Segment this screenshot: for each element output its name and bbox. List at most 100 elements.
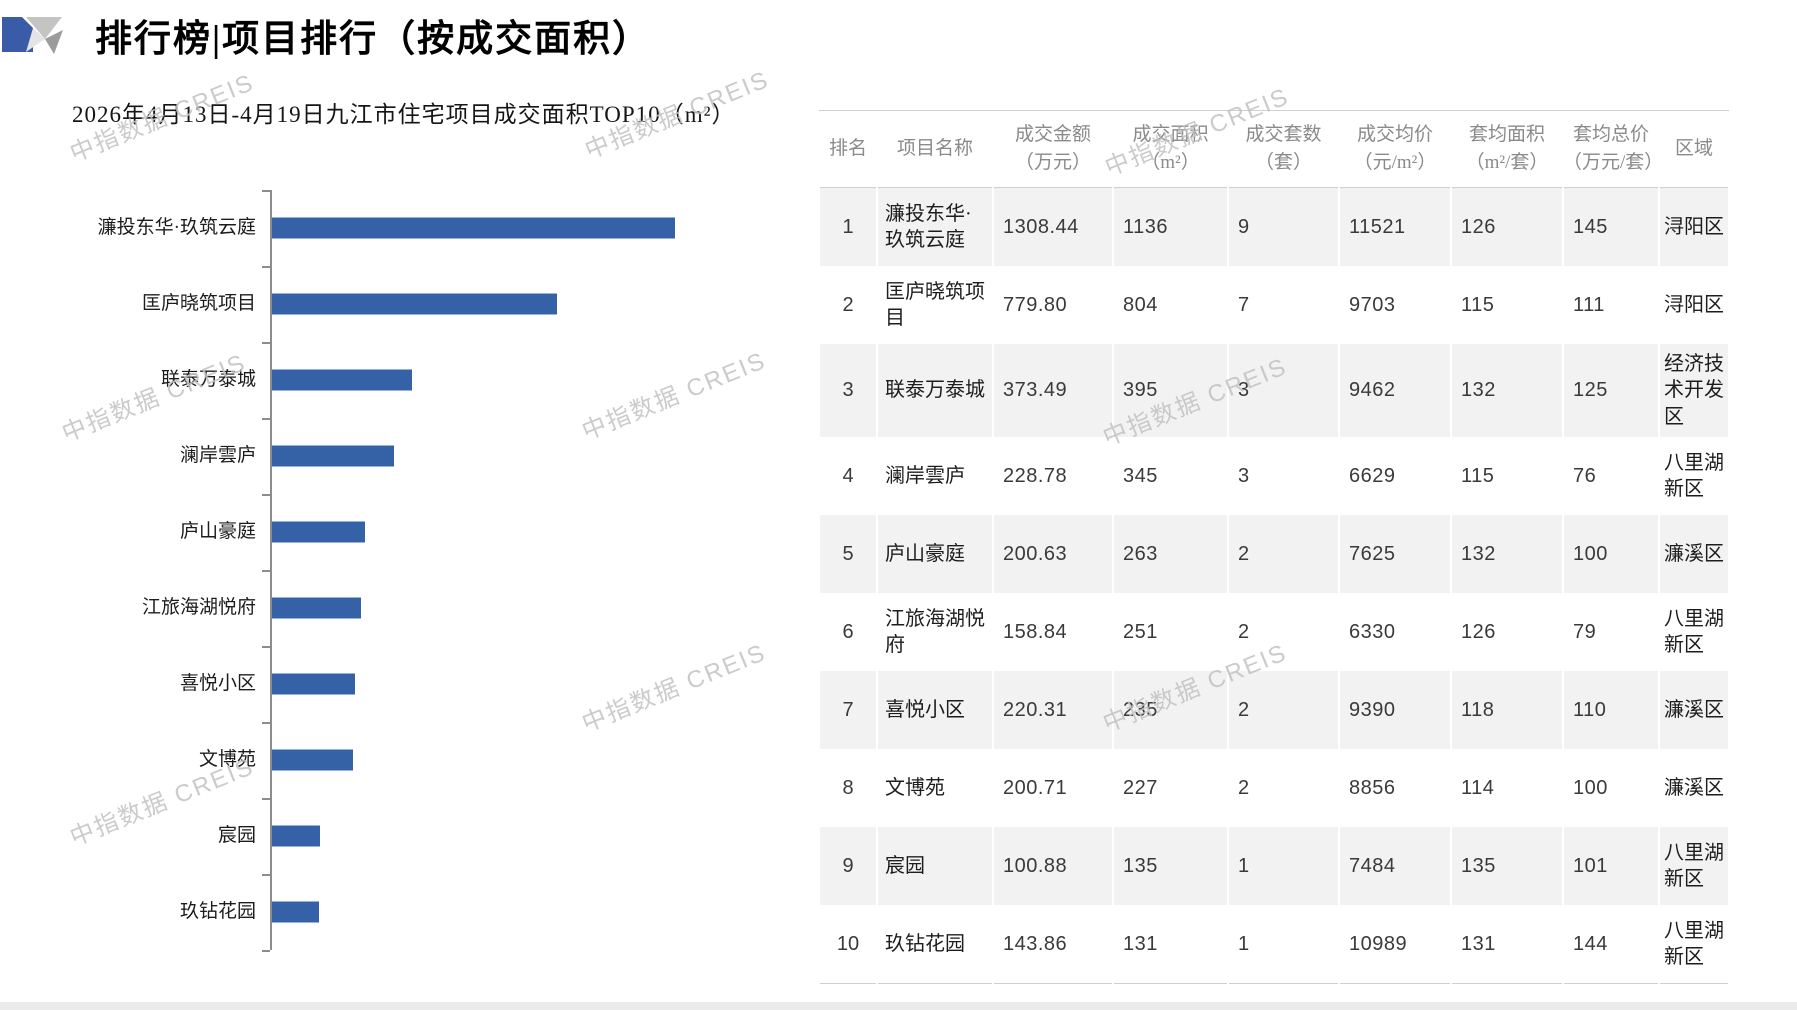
col-header-units: 成交套数 （套）: [1228, 110, 1339, 188]
chart-category-row: 匡庐晓筑项目: [78, 266, 698, 342]
avg-price-cell: 6330: [1338, 593, 1452, 672]
category-label: 江旅海湖悦府: [141, 597, 256, 618]
avg-total-cell: 111: [1562, 266, 1660, 344]
category-label: 濂投东华·玖筑云庭: [97, 217, 256, 238]
plot-area: [270, 798, 698, 874]
district-cell: 八里湖新区: [1658, 827, 1730, 906]
amount-cell: 373.49: [992, 344, 1114, 438]
chart-category-row: 文博苑: [78, 722, 698, 798]
units-cell: 9: [1227, 187, 1340, 266]
plot-area: [270, 722, 698, 798]
table-row: 3 联泰万泰城 373.49 395 3 9462 132 125 经济技术开发…: [818, 344, 1730, 438]
avg-total-cell: 76: [1562, 437, 1660, 516]
avg-area-cell: 132: [1450, 344, 1564, 438]
category-label: 庐山豪庭: [179, 521, 256, 542]
avg-total-cell: 100: [1562, 515, 1660, 594]
avg-price-cell: 10989: [1338, 905, 1452, 984]
avg-total-cell: 110: [1562, 671, 1660, 750]
units-cell: 2: [1227, 593, 1340, 672]
units-cell: 3: [1227, 437, 1340, 516]
district-cell: 八里湖新区: [1658, 437, 1730, 516]
project-name-cell: 喜悦小区: [876, 671, 994, 750]
chart-rows: 濂投东华·玖筑云庭 匡庐晓筑项目 联泰万泰城 澜岸雲庐 庐山豪庭 江旅海湖悦府 …: [78, 190, 698, 950]
axis-tick: [262, 494, 270, 496]
chart-category-row: 澜岸雲庐: [78, 418, 698, 494]
bottom-strip: [0, 1002, 1797, 1010]
avg-area-cell: 118: [1450, 671, 1564, 750]
axis-tick: [262, 418, 270, 420]
plot-area: [270, 266, 698, 342]
plot-area: [270, 494, 698, 570]
table-row: 2 匡庐晓筑项目 779.80 804 7 9703 115 111 浔阳区: [818, 266, 1730, 344]
category-label: 文博苑: [198, 749, 256, 770]
col-header-avg-area: 套均面积 （m²/套）: [1451, 110, 1563, 188]
category-label: 匡庐晓筑项目: [141, 293, 256, 314]
avg-price-cell: 8856: [1338, 749, 1452, 828]
table-row: 7 喜悦小区 220.31 235 2 9390 118 110 濂溪区: [818, 671, 1730, 750]
bar: [272, 825, 320, 847]
plot-area: [270, 418, 698, 494]
amount-cell: 220.31: [992, 671, 1114, 750]
creis-logo-icon: [2, 8, 64, 58]
col-header-avg-total: 套均总价 （万元/套）: [1563, 110, 1663, 188]
bar: [272, 369, 413, 391]
district-cell: 八里湖新区: [1658, 593, 1730, 672]
chart-category-row: 庐山豪庭: [78, 494, 698, 570]
bar: [272, 521, 366, 543]
chart-category-row: 濂投东华·玖筑云庭: [78, 190, 698, 266]
amount-cell: 100.88: [992, 827, 1114, 906]
chart-category-row: 玖钻花园: [78, 874, 698, 950]
plot-area: [270, 874, 698, 950]
avg-area-cell: 131: [1450, 905, 1564, 984]
bar: [272, 217, 676, 239]
axis-tick: [262, 190, 270, 192]
table-row: 9 宸园 100.88 135 1 7484 135 101 八里湖新区: [818, 827, 1730, 906]
rank-cell: 8: [818, 749, 878, 828]
ranking-table: 排名 项目名称 成交金额 （万元） 成交面积 （m²） 成交套数 （套） 成交均…: [818, 110, 1730, 985]
units-cell: 1: [1227, 905, 1340, 984]
amount-cell: 200.71: [992, 749, 1114, 828]
area-cell: 395: [1112, 344, 1229, 438]
area-cell: 235: [1112, 671, 1229, 750]
col-header-area: 成交面积 （m²）: [1113, 110, 1228, 188]
creis-logo-shape: [2, 17, 63, 54]
category-label: 联泰万泰城: [160, 369, 256, 390]
col-header-amount: 成交金额 （万元）: [993, 110, 1113, 188]
area-cell: 345: [1112, 437, 1229, 516]
avg-price-cell: 9390: [1338, 671, 1452, 750]
axis-tick: [262, 874, 270, 876]
avg-area-cell: 135: [1450, 827, 1564, 906]
project-name-cell: 江旅海湖悦府: [876, 593, 994, 672]
units-cell: 7: [1227, 266, 1340, 344]
district-cell: 浔阳区: [1658, 266, 1730, 344]
district-cell: 濂溪区: [1658, 515, 1730, 594]
table-row: 4 澜岸雲庐 228.78 345 3 6629 115 76 八里湖新区: [818, 437, 1730, 516]
rank-cell: 4: [818, 437, 878, 516]
avg-area-cell: 114: [1450, 749, 1564, 828]
amount-cell: 1308.44: [992, 187, 1114, 266]
area-cell: 804: [1112, 266, 1229, 344]
avg-price-cell: 9462: [1338, 344, 1452, 438]
chart-category-row: 江旅海湖悦府: [78, 570, 698, 646]
avg-price-cell: 6629: [1338, 437, 1452, 516]
area-cell: 263: [1112, 515, 1229, 594]
avg-total-cell: 100: [1562, 749, 1660, 828]
table-row: 8 文博苑 200.71 227 2 8856 114 100 濂溪区: [818, 749, 1730, 828]
category-label: 喜悦小区: [179, 673, 256, 694]
category-label: 玖钻花园: [179, 901, 256, 922]
amount-cell: 200.63: [992, 515, 1114, 594]
avg-area-cell: 115: [1450, 266, 1564, 344]
district-cell: 濂溪区: [1658, 749, 1730, 828]
category-label: 澜岸雲庐: [179, 445, 256, 466]
table-row: 5 庐山豪庭 200.63 263 2 7625 132 100 濂溪区: [818, 515, 1730, 594]
bar: [272, 749, 353, 771]
axis-tick: [262, 950, 270, 952]
plot-area: [270, 646, 698, 722]
chart-title: 2026年4月13日-4月19日九江市住宅项目成交面积TOP10（m²）: [72, 102, 736, 127]
page-title: 排行榜|项目排行（按成交面积）: [95, 19, 652, 60]
avg-total-cell: 125: [1562, 344, 1660, 438]
project-name-cell: 玖钻花园: [876, 905, 994, 984]
plot-area: [270, 570, 698, 646]
district-cell: 八里湖新区: [1658, 905, 1730, 984]
